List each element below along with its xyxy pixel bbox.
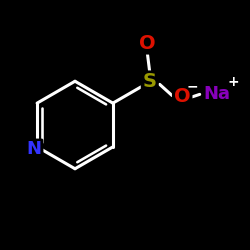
Text: O: O [139, 34, 156, 53]
Text: O: O [174, 88, 190, 106]
Text: Na: Na [204, 86, 231, 103]
Text: +: + [228, 75, 239, 89]
Text: −: − [186, 80, 198, 94]
Text: N: N [26, 140, 42, 158]
Text: S: S [143, 72, 157, 91]
